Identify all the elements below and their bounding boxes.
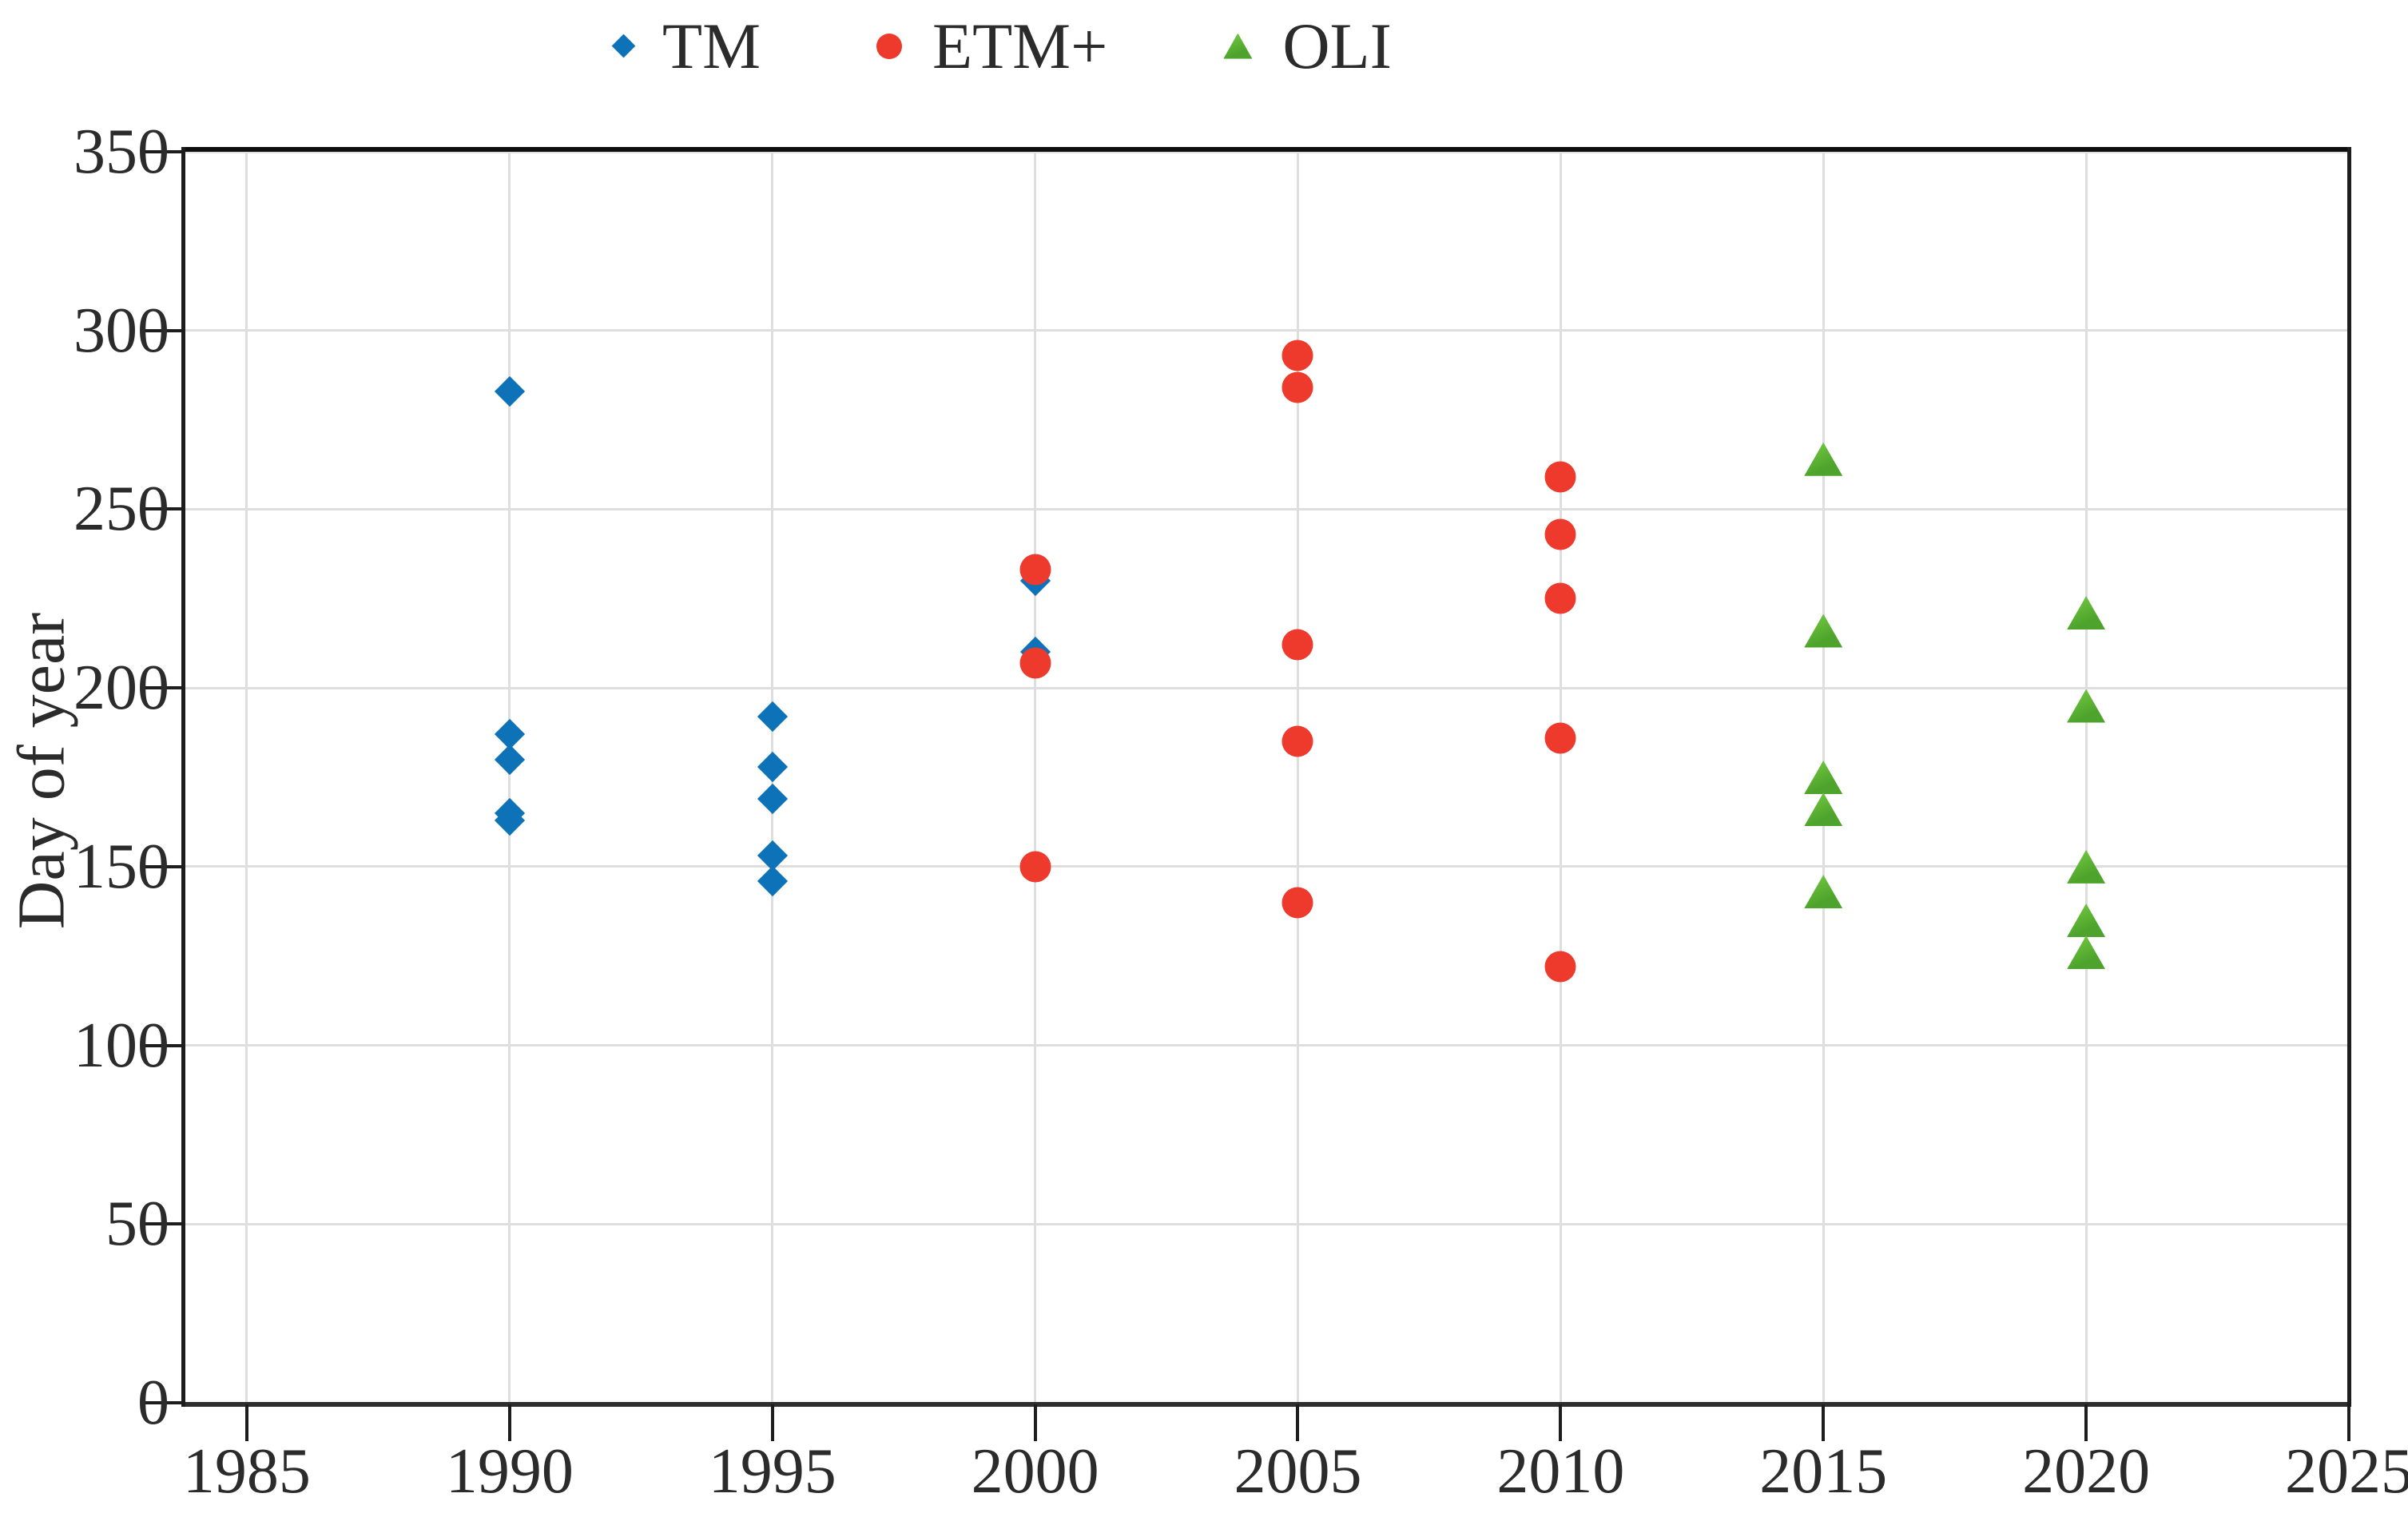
triangle-marker-icon: [1223, 33, 1253, 59]
x-tick-2005: [1296, 1404, 1300, 1441]
data-point-OLI-2020-126: [2067, 935, 2106, 970]
data-point-ETM+-2000-233: [1019, 554, 1051, 586]
x-tick-label-2010: 2010: [1496, 1436, 1625, 1507]
data-point-ETM+-2000-150: [1019, 851, 1051, 883]
diamond-marker-icon: [611, 34, 636, 58]
x-tick-label-2005: 2005: [1234, 1436, 1362, 1507]
data-point-ETM+-2005-212: [1281, 629, 1313, 661]
data-point-ETM+-2000-207: [1019, 647, 1051, 679]
legend-item-ETM+: ETM+: [876, 9, 1108, 82]
data-point-OLI-2020-135: [2067, 903, 2106, 937]
circle-marker-icon: [876, 33, 902, 59]
x-tick-label-1990: 1990: [445, 1436, 574, 1507]
x-tick-2015: [1822, 1404, 1826, 1441]
y-tick-350: [145, 150, 182, 153]
data-point-OLI-2015-216: [1804, 614, 1843, 648]
y-tick-label-100: 100: [74, 1010, 169, 1081]
x-tick-1990: [507, 1404, 511, 1441]
y-tick-label-250: 250: [74, 474, 169, 545]
x-tick-1995: [770, 1404, 774, 1441]
gridline-x-1985: [245, 152, 248, 1403]
data-point-ETM+-2005-185: [1281, 725, 1313, 757]
y-tick-label-150: 150: [74, 831, 169, 902]
data-point-ETM+-2010-225: [1544, 582, 1576, 614]
gridline-x-2000: [1034, 152, 1037, 1403]
y-tick-300: [145, 328, 182, 332]
gridline-y-300: [184, 329, 2349, 332]
gridline-x-2005: [1296, 152, 1299, 1403]
data-point-OLI-2015-166: [1804, 792, 1843, 827]
y-tick-150: [145, 864, 182, 868]
legend-label-ETM+: ETM+: [932, 9, 1108, 82]
data-point-ETM+-2005-293: [1281, 340, 1313, 371]
legend-item-OLI: OLI: [1223, 9, 1392, 82]
x-tick-2000: [1033, 1404, 1037, 1441]
data-point-ETM+-2005-284: [1281, 371, 1313, 403]
gridline-x-1990: [508, 152, 511, 1403]
gridline-y-200: [184, 686, 2349, 689]
y-tick-label-50: 50: [105, 1189, 169, 1260]
axis-spine-bottom: [181, 1402, 2351, 1407]
y-tick-200: [145, 686, 182, 690]
x-tick-2020: [2084, 1404, 2088, 1441]
chart-legend: TM ETM+ OLI: [611, 0, 1392, 92]
x-tick-label-2025: 2025: [2285, 1436, 2408, 1507]
legend-item-TM: TM: [611, 9, 761, 82]
legend-label-OLI: OLI: [1282, 9, 1392, 82]
data-point-TM-1995-178: [757, 751, 788, 782]
data-point-TM-1995-192: [757, 701, 788, 733]
data-point-TM-1990-283: [494, 375, 525, 407]
axis-spine-top: [181, 147, 2351, 152]
x-tick-label-2020: 2020: [2022, 1436, 2151, 1507]
gridline-x-2010: [1559, 152, 1562, 1403]
data-point-OLI-2015-175: [1804, 761, 1843, 794]
y-tick-0: [145, 1401, 182, 1404]
y-tick-label-200: 200: [74, 653, 169, 724]
x-tick-1985: [244, 1404, 248, 1441]
data-point-ETM+-2010-122: [1544, 951, 1576, 983]
legend-label-TM: TM: [662, 9, 761, 82]
x-tick-2025: [2347, 1404, 2350, 1441]
data-point-TM-1990-180: [494, 744, 525, 775]
data-point-OLI-2015-143: [1804, 875, 1843, 909]
gridline-y-350: [184, 150, 2349, 153]
y-tick-label-350: 350: [74, 117, 169, 187]
data-point-OLI-2020-221: [2067, 596, 2106, 630]
gridline-y-100: [184, 1044, 2349, 1047]
data-point-OLI-2015-264: [1804, 442, 1843, 476]
y-tick-label-0: 0: [137, 1368, 169, 1438]
data-point-ETM+-2010-186: [1544, 722, 1576, 754]
axis-spine-left: [181, 147, 185, 1407]
data-point-OLI-2020-195: [2067, 689, 2106, 723]
x-tick-label-2015: 2015: [1759, 1436, 1888, 1507]
data-point-TM-1995-146: [757, 865, 788, 896]
gridline-y-250: [184, 507, 2349, 510]
y-tick-50: [145, 1222, 182, 1226]
axis-spine-right: [2347, 147, 2351, 1407]
gridline-x-2020: [2084, 152, 2088, 1403]
gridline-y-150: [184, 865, 2349, 868]
data-point-ETM+-2010-243: [1544, 518, 1576, 550]
x-tick-label-1995: 1995: [708, 1436, 836, 1507]
data-point-TM-1995-169: [757, 783, 788, 814]
data-point-ETM+-2010-259: [1544, 461, 1576, 493]
x-tick-label-2000: 2000: [971, 1436, 1099, 1507]
data-point-ETM+-2005-140: [1281, 887, 1313, 919]
y-tick-250: [145, 507, 182, 511]
gridline-y-50: [184, 1222, 2349, 1225]
x-tick-2010: [1559, 1404, 1563, 1441]
x-tick-label-1985: 1985: [182, 1436, 311, 1507]
y-tick-label-300: 300: [74, 295, 169, 366]
y-tick-100: [145, 1043, 182, 1047]
